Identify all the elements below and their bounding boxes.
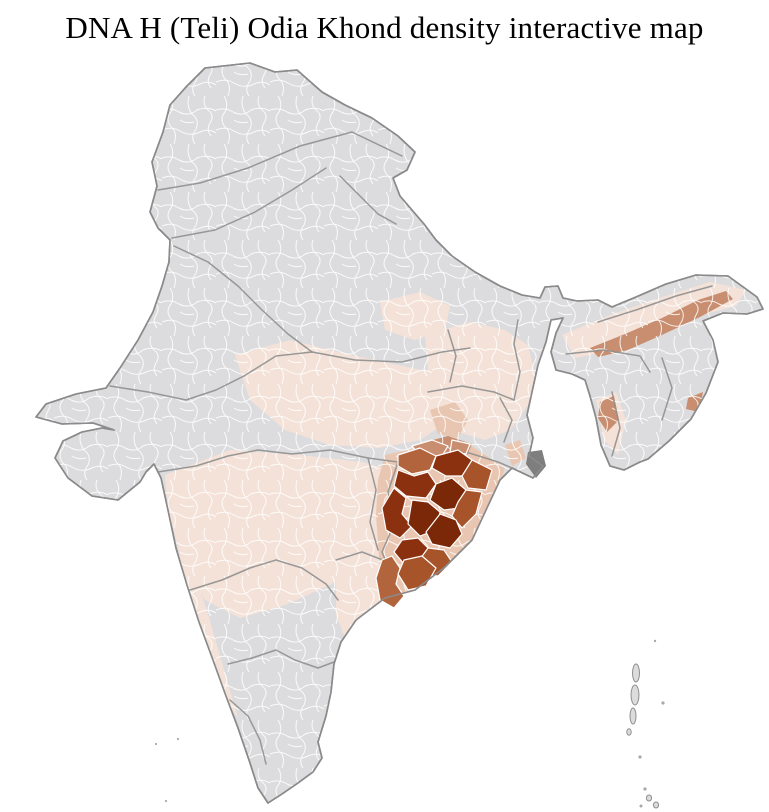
state-borders [109, 131, 713, 765]
district[interactable] [393, 469, 437, 499]
lakshadweep-islands [154, 737, 180, 803]
map-title: DNA H (Teli) Odia Khond density interact… [65, 10, 704, 45]
district[interactable] [451, 489, 483, 529]
district[interactable] [397, 447, 437, 475]
odisha-hotspot-districts[interactable] [375, 439, 493, 609]
district[interactable] [381, 487, 413, 539]
district[interactable] [461, 459, 493, 491]
andaman-nicobar-islands [626, 639, 665, 809]
district[interactable] [425, 513, 463, 549]
